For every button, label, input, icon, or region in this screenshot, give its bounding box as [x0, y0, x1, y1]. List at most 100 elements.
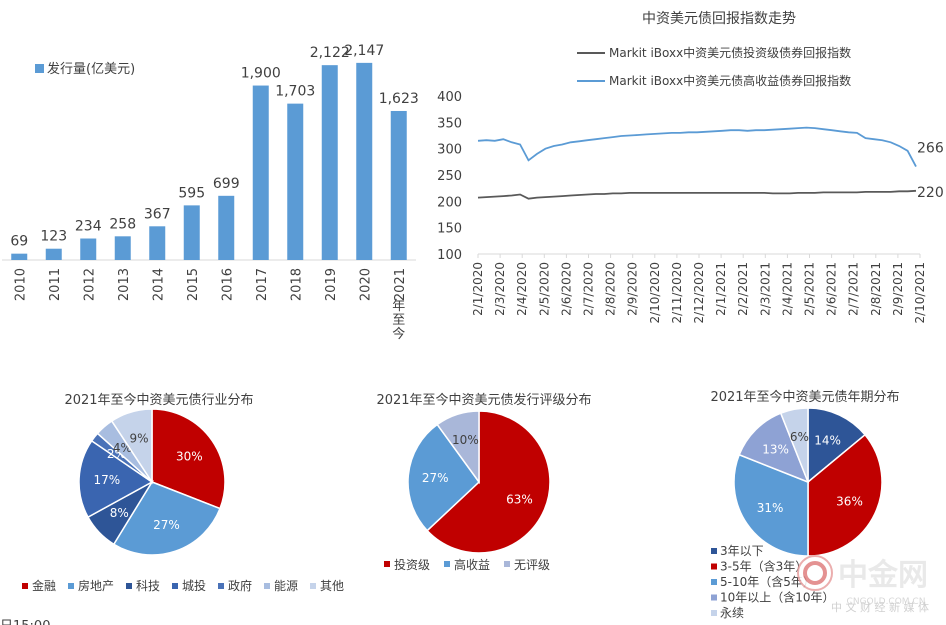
bar-2019	[322, 65, 338, 260]
pie2-legend-label: 无评级	[514, 558, 550, 572]
pie3-legend-label: 3年以下	[720, 544, 764, 558]
pie3-legend-label: 3-5年（含3年）	[720, 559, 807, 574]
bar-category-label: 2018	[289, 268, 304, 301]
pie-slice-label: 17%	[93, 473, 120, 487]
pie-slice-label: 6%	[790, 430, 809, 444]
bar-category-label: 2020	[358, 268, 373, 301]
bar-2020	[356, 63, 372, 260]
line-x-tick-label: 2/7/2021	[847, 262, 861, 316]
bar-2010	[11, 254, 27, 260]
pie1-legend-swatch	[172, 583, 178, 589]
line-x-tick-label: 2/4/2021	[780, 262, 794, 316]
pie1-legend-label: 其他	[320, 579, 344, 593]
line-y-tick-label: 150	[437, 222, 462, 237]
bar-value-label: 258	[109, 216, 136, 232]
pie-slice-label: 36%	[836, 495, 863, 509]
pie1-legend-label: 能源	[274, 579, 298, 593]
line-y-tick-label: 100	[437, 248, 462, 263]
bar-category-label: 2015	[186, 268, 201, 301]
bar-category-label: 2019	[324, 268, 339, 301]
line-x-tick-label: 2/11/2020	[670, 262, 684, 324]
pie-slice-label: 27%	[422, 471, 449, 485]
line-x-tick-label: 2/9/2021	[891, 262, 905, 316]
line-x-tick-label: 2/8/2020	[604, 262, 618, 316]
bar-2015	[184, 205, 200, 260]
bar-value-label: 69	[10, 234, 28, 250]
pie-title: 2021年至今中资美元债行业分布	[64, 392, 253, 408]
bar-category-label: 2010	[13, 268, 28, 301]
bar-2014	[149, 226, 165, 260]
pie1-legend-swatch	[22, 583, 28, 589]
pie-slice-label: 9%	[129, 432, 148, 446]
line-x-tick-label: 2/7/2020	[582, 262, 596, 316]
pie-slice-label: 30%	[176, 449, 203, 463]
bar-2013	[115, 236, 131, 260]
pie-slice-label: 14%	[814, 433, 841, 447]
line-y-tick-label: 400	[437, 90, 462, 105]
line-series-high-yield	[478, 128, 916, 167]
bar-category-label: 2011	[48, 268, 63, 301]
bar-value-label: 234	[75, 219, 102, 235]
line-x-tick-label: 2/4/2020	[515, 262, 529, 316]
line-x-tick-label: 2/6/2020	[559, 262, 573, 316]
line-x-tick-label: 2/9/2020	[626, 262, 640, 316]
pie-slice-label: 31%	[757, 501, 784, 515]
line-chart-title: 中资美元债回报指数走势	[642, 11, 796, 27]
pie1-legend-swatch	[310, 583, 316, 589]
pie2-legend-label: 投资级	[394, 557, 430, 572]
bar-2011	[46, 249, 62, 260]
bar-legend-label: 发行量(亿美元)	[47, 61, 135, 77]
bar-category-label: 2013	[117, 268, 132, 301]
pie3-legend-swatch	[711, 564, 717, 570]
line-x-tick-label: 2/3/2021	[758, 262, 772, 316]
pie2-legend-swatch	[504, 561, 510, 567]
line-y-tick-label: 250	[437, 169, 462, 184]
watermark-brand: 中金网	[838, 558, 928, 593]
line-x-tick-label: 2/5/2021	[803, 262, 817, 316]
pie-title: 2021年至今中资美元债年期分布	[710, 389, 899, 405]
pie1-legend-label: 城投	[182, 578, 206, 593]
bar-2021年至今	[391, 111, 407, 260]
pie-slice-label: 27%	[153, 518, 180, 532]
bar-2018	[287, 104, 303, 260]
line-x-tick-label: 2/5/2020	[537, 262, 551, 316]
line-x-tick-label: 2/6/2021	[825, 262, 839, 316]
line-x-tick-label: 2/10/2021	[913, 262, 927, 324]
bar-value-label: 367	[144, 206, 171, 222]
bar-value-label: 595	[178, 185, 205, 201]
bar-category-label-line1: 2021	[393, 268, 408, 301]
bar-category-label-cjk: 年至今	[392, 299, 405, 342]
bar-2017	[253, 86, 269, 260]
bar-value-label: 1,623	[379, 91, 419, 107]
pie3-legend-swatch	[711, 595, 717, 601]
bar-category-label: 2014	[151, 268, 166, 301]
pie3-legend-swatch	[711, 579, 717, 585]
bar-category-label: 2016	[220, 268, 235, 301]
line-end-label: 220	[917, 185, 944, 201]
line-x-tick-label: 2/10/2020	[648, 262, 662, 324]
pie2-legend-label: 高收益	[454, 557, 490, 572]
line-x-tick-label: 2/3/2020	[493, 262, 507, 316]
line-x-tick-label: 2/1/2021	[714, 262, 728, 316]
pie-slice-label: 13%	[762, 443, 789, 457]
line-end-label: 266	[917, 141, 944, 157]
watermark-slogan: 中 文 财 经 新 媒 体	[831, 600, 929, 614]
pie-title: 2021年至今中资美元债发行评级分布	[376, 392, 591, 408]
pie2-legend-swatch	[384, 561, 390, 567]
pie3-legend-swatch	[711, 548, 717, 554]
bar-2012	[80, 239, 96, 260]
line-series-investment-grade	[478, 191, 916, 199]
pie-slice-label: 63%	[506, 492, 533, 506]
bar-category-label: 2017	[255, 268, 270, 301]
bar-category-label: 2021	[393, 268, 408, 301]
pie1-legend-label: 科技	[136, 579, 160, 593]
bar-value-label: 699	[213, 176, 240, 192]
line-legend-label: Markit iBoxx中资美元债投资级债券回报指数	[609, 45, 851, 60]
line-legend-label: Markit iBoxx中资美元债高收益债券回报指数	[609, 73, 851, 88]
bar-category-cjk-char: 至	[392, 313, 405, 328]
bar-legend-swatch	[35, 64, 44, 73]
pie2-legend-swatch	[444, 561, 450, 567]
pie1-legend-label: 房地产	[78, 578, 114, 593]
bar-value-label: 123	[40, 229, 67, 245]
